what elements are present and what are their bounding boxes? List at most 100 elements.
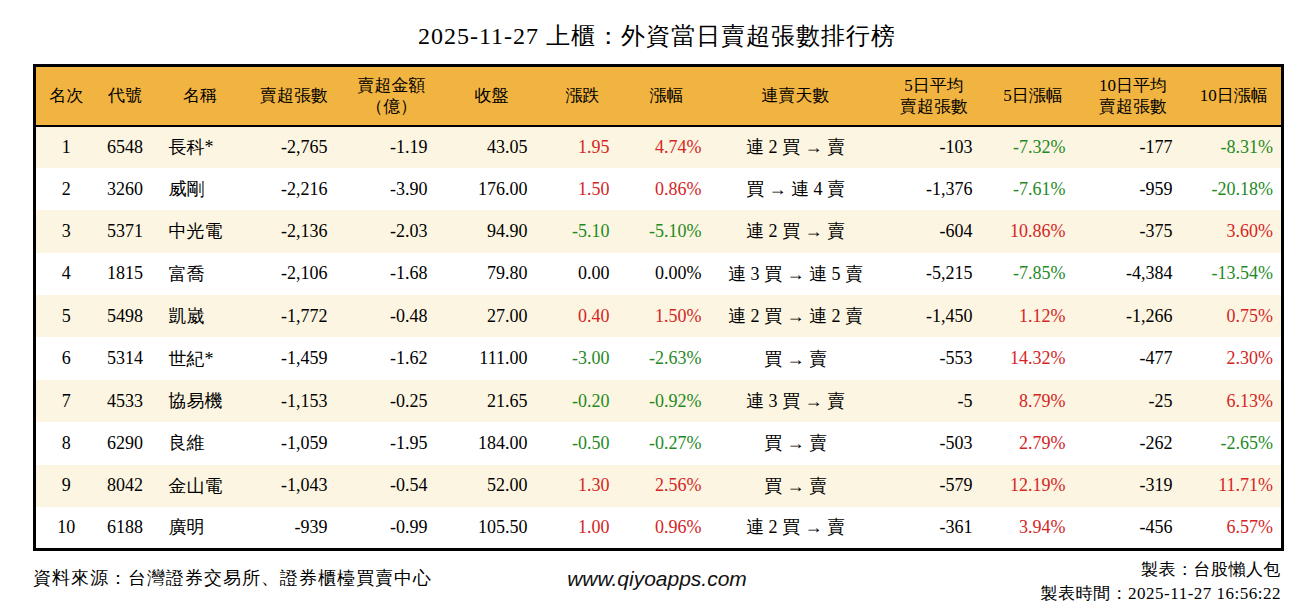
- cell-price-change: -3.00: [542, 337, 624, 379]
- cell-streak-days: 連 2 買 → 賣: [710, 507, 882, 549]
- column-header-close-price: 收盤: [442, 66, 542, 126]
- cell-streak-days: 買 → 賣: [710, 465, 882, 507]
- cell-net-sell-amount-100m: -0.25: [342, 380, 442, 422]
- column-header-avg10-net-sell: 10日平均 賣超張數: [1080, 66, 1187, 126]
- cell-pct-5d: 14.32%: [987, 337, 1080, 379]
- cell-pct-10d: 3.60%: [1187, 210, 1283, 252]
- cell-price-change: 1.95: [542, 126, 624, 168]
- cell-streak-days: 買 → 賣: [710, 422, 882, 464]
- cell-pct-10d: -20.18%: [1187, 168, 1283, 210]
- cell-streak-days: 連 2 買 → 賣: [710, 210, 882, 252]
- column-header-net-sell-shares: 賣超張數: [247, 66, 342, 126]
- table-row: 65314世紀*-1,459-1.62111.00-3.00-2.63%買 → …: [35, 337, 1283, 379]
- cell-stock-code: 6548: [97, 126, 154, 168]
- table-row: 74533協易機-1,153-0.2521.65-0.20-0.92%連 3 買…: [35, 380, 1283, 422]
- credit-block: 製表：台股懶人包 製表時間：2025-11-27 16:56:22: [1041, 558, 1281, 606]
- cell-rank: 6: [35, 337, 97, 379]
- cell-net-sell-amount-100m: -1.62: [342, 337, 442, 379]
- cell-net-sell-amount-100m: -0.54: [342, 465, 442, 507]
- ranking-table: 名次代號名稱賣超張數賣超金額 （億）收盤漲跌漲幅連賣天數5日平均 賣超張數5日漲…: [33, 64, 1284, 551]
- cell-rank: 5: [35, 295, 97, 337]
- cell-avg5-net-sell: -5: [882, 380, 987, 422]
- table-row: 86290良維-1,059-1.95184.00-0.50-0.27%買 → 賣…: [35, 422, 1283, 464]
- cell-net-sell-shares: -2,106: [247, 253, 342, 295]
- cell-stock-name: 協易機: [154, 380, 247, 422]
- cell-rank: 10: [35, 507, 97, 549]
- cell-stock-name: 廣明: [154, 507, 247, 549]
- cell-avg10-net-sell: -25: [1080, 380, 1187, 422]
- cell-avg10-net-sell: -177: [1080, 126, 1187, 168]
- cell-avg5-net-sell: -361: [882, 507, 987, 549]
- cell-streak-days: 買 → 賣: [710, 337, 882, 379]
- cell-streak-days: 連 3 買 → 賣: [710, 380, 882, 422]
- table-row: 106188廣明-939-0.99105.501.000.96%連 2 買 → …: [35, 507, 1283, 549]
- cell-pct-5d: -7.61%: [987, 168, 1080, 210]
- table-row: 23260威剛-2,216-3.90176.001.500.86%買 → 連 4…: [35, 168, 1283, 210]
- cell-change-pct: 0.00%: [624, 253, 710, 295]
- cell-pct-10d: 2.30%: [1187, 337, 1283, 379]
- cell-net-sell-shares: -2,136: [247, 210, 342, 252]
- cell-pct-10d: -2.65%: [1187, 422, 1283, 464]
- cell-avg10-net-sell: -456: [1080, 507, 1187, 549]
- made-by-label: 製表：台股懶人包: [1041, 558, 1281, 582]
- column-header-streak-days: 連賣天數: [710, 66, 882, 126]
- cell-stock-code: 6188: [97, 507, 154, 549]
- cell-avg10-net-sell: -4,384: [1080, 253, 1187, 295]
- cell-rank: 2: [35, 168, 97, 210]
- column-header-net-sell-amount-100m: 賣超金額 （億）: [342, 66, 442, 126]
- cell-avg5-net-sell: -1,376: [882, 168, 987, 210]
- cell-stock-code: 4533: [97, 380, 154, 422]
- table-row: 35371中光電-2,136-2.0394.90-5.10-5.10%連 2 買…: [35, 210, 1283, 252]
- cell-stock-name: 良維: [154, 422, 247, 464]
- cell-net-sell-amount-100m: -1.95: [342, 422, 442, 464]
- cell-rank: 9: [35, 465, 97, 507]
- cell-close-price: 43.05: [442, 126, 542, 168]
- cell-streak-days: 連 2 買 → 賣: [710, 126, 882, 168]
- page-title: 2025-11-27 上櫃：外資當日賣超張數排行榜: [0, 20, 1314, 52]
- cell-net-sell-shares: -2,216: [247, 168, 342, 210]
- cell-price-change: 1.30: [542, 465, 624, 507]
- cell-streak-days: 連 2 買 → 連 2 賣: [710, 295, 882, 337]
- cell-net-sell-shares: -1,153: [247, 380, 342, 422]
- cell-stock-name: 凱崴: [154, 295, 247, 337]
- cell-avg10-net-sell: -1,266: [1080, 295, 1187, 337]
- cell-rank: 7: [35, 380, 97, 422]
- column-header-stock-name: 名稱: [154, 66, 247, 126]
- column-header-avg5-net-sell: 5日平均 賣超張數: [882, 66, 987, 126]
- cell-close-price: 111.00: [442, 337, 542, 379]
- cell-stock-name: 富喬: [154, 253, 247, 295]
- cell-stock-code: 1815: [97, 253, 154, 295]
- cell-stock-code: 5314: [97, 337, 154, 379]
- column-header-pct-10d: 10日漲幅: [1187, 66, 1283, 126]
- cell-change-pct: -0.92%: [624, 380, 710, 422]
- cell-price-change: -5.10: [542, 210, 624, 252]
- column-header-change-pct: 漲幅: [624, 66, 710, 126]
- cell-change-pct: 0.96%: [624, 507, 710, 549]
- cell-stock-code: 3260: [97, 168, 154, 210]
- cell-net-sell-shares: -1,059: [247, 422, 342, 464]
- cell-rank: 4: [35, 253, 97, 295]
- cell-pct-5d: 3.94%: [987, 507, 1080, 549]
- cell-pct-5d: -7.85%: [987, 253, 1080, 295]
- cell-net-sell-amount-100m: -3.90: [342, 168, 442, 210]
- cell-net-sell-amount-100m: -1.68: [342, 253, 442, 295]
- cell-net-sell-shares: -1,772: [247, 295, 342, 337]
- cell-streak-days: 買 → 連 4 賣: [710, 168, 882, 210]
- cell-close-price: 52.00: [442, 465, 542, 507]
- cell-pct-10d: 6.13%: [1187, 380, 1283, 422]
- cell-pct-5d: -7.32%: [987, 126, 1080, 168]
- cell-pct-5d: 10.86%: [987, 210, 1080, 252]
- column-header-rank: 名次: [35, 66, 97, 126]
- column-header-price-change: 漲跌: [542, 66, 624, 126]
- cell-rank: 8: [35, 422, 97, 464]
- cell-stock-name: 世紀*: [154, 337, 247, 379]
- cell-change-pct: 1.50%: [624, 295, 710, 337]
- cell-net-sell-amount-100m: -0.48: [342, 295, 442, 337]
- cell-net-sell-shares: -2,765: [247, 126, 342, 168]
- cell-pct-10d: 11.71%: [1187, 465, 1283, 507]
- cell-rank: 1: [35, 126, 97, 168]
- cell-stock-code: 8042: [97, 465, 154, 507]
- cell-avg5-net-sell: -579: [882, 465, 987, 507]
- cell-change-pct: -0.27%: [624, 422, 710, 464]
- cell-change-pct: -5.10%: [624, 210, 710, 252]
